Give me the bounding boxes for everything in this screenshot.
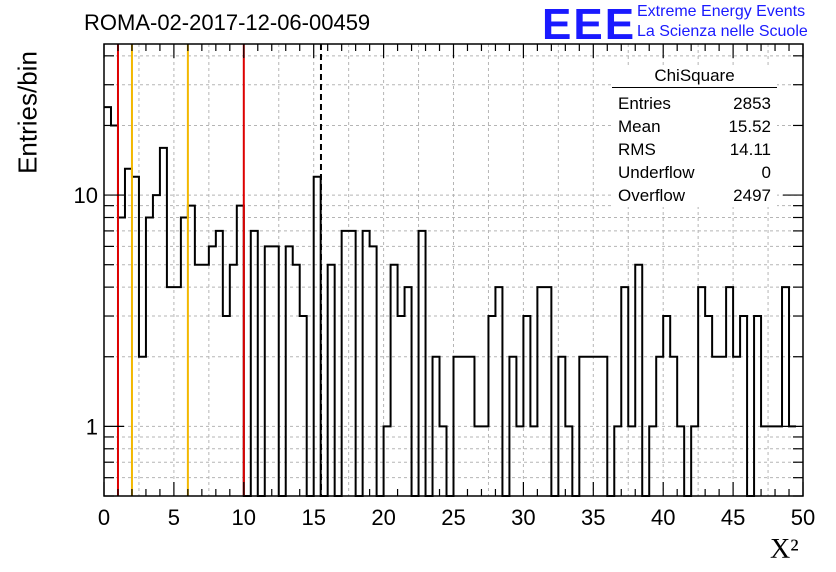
eee-tagline-2: La Scienza nelle Scuole — [637, 23, 808, 40]
chart-title: ROMA-02-2017-12-06-00459 — [84, 10, 371, 35]
x-tick-label: 10 — [232, 505, 256, 530]
eee-logo: EEE — [542, 0, 637, 49]
x-tick-label: 15 — [301, 505, 325, 530]
stats-box: ChiSquare Entries 2853 Mean 15.52 RMS 14… — [612, 66, 777, 207]
stats-value: 15.52 — [728, 117, 771, 136]
stats-value: 0 — [761, 163, 771, 182]
x-tick-label: 30 — [511, 505, 535, 530]
stats-row-overflow: Overflow 2497 — [612, 184, 777, 207]
stats-label: RMS — [618, 140, 656, 159]
y-axis-label: Entries/bin — [12, 51, 43, 174]
stats-row-entries: Entries 2853 — [612, 92, 777, 115]
stats-label: Overflow — [618, 186, 686, 205]
stats-label: Entries — [618, 94, 671, 113]
stats-row-rms: RMS 14.11 — [612, 138, 777, 161]
x-tick-label: 45 — [721, 505, 745, 530]
x-tick-label: 35 — [581, 505, 605, 530]
x-tick-label: 20 — [371, 505, 395, 530]
x-tick-label: 50 — [791, 505, 815, 530]
eee-tagline-1: Extreme Energy Events — [637, 3, 806, 20]
stats-row-mean: Mean 15.52 — [612, 115, 777, 138]
x-tick-label: 5 — [168, 505, 180, 530]
x-axis-label: Χ² — [770, 534, 799, 565]
stats-value: 2853 — [733, 94, 771, 113]
stats-value: 14.11 — [729, 140, 771, 159]
x-tick-label: 25 — [441, 505, 465, 530]
x-tick-label: 40 — [651, 505, 675, 530]
stats-row-underflow: Underflow 0 — [612, 161, 777, 184]
stats-value: 2497 — [733, 186, 771, 205]
y-tick-label: 1 — [86, 414, 98, 439]
y-tick-label: 10 — [74, 183, 98, 208]
stats-label: Mean — [618, 117, 661, 136]
histogram-series — [104, 106, 797, 497]
x-tick-label: 0 — [98, 505, 110, 530]
stats-title: ChiSquare — [612, 66, 777, 88]
stats-label: Underflow — [618, 163, 695, 182]
